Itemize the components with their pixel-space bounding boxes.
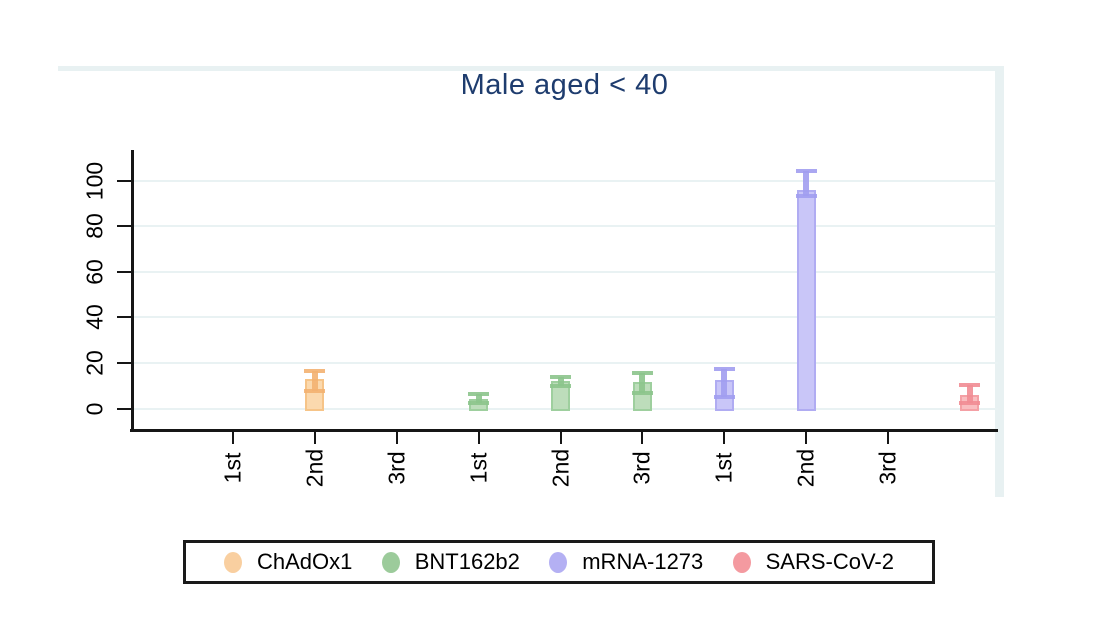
legend-item-SARS-CoV-2: SARS-CoV-2 (732, 549, 894, 575)
x-tick-label-7: 2nd (792, 448, 819, 488)
y-tick-label-60: 60 (81, 259, 108, 285)
x-tick-label-2: 3rd (383, 451, 410, 485)
y-tick-60 (117, 270, 131, 273)
y-axis-line (131, 150, 134, 432)
x-tick-label-5: 3rd (628, 451, 655, 485)
error-cap-low-ChAdOx1-2nd (304, 389, 326, 394)
x-tick-label-4: 2nd (547, 448, 573, 488)
x-tick-8 (887, 432, 889, 444)
graph-region-top-stripe (58, 66, 1004, 71)
error-cap-high-ChAdOx1-2nd (304, 368, 326, 373)
y-tick-label-100: 100 (81, 161, 108, 200)
legend-item-ChAdOx1: ChAdOx1 (224, 549, 352, 575)
gridline-y-100 (131, 179, 998, 182)
legend-label: SARS-CoV-2 (765, 549, 894, 574)
legend-item-mRNA-1273: mRNA-1273 (549, 549, 703, 575)
error-line-BNT162b2-3rd (639, 373, 646, 393)
y-tick-20 (117, 361, 131, 364)
x-tick-5 (641, 432, 644, 444)
error-cap-high-SARS-CoV-2-single (959, 382, 981, 387)
legend-item-BNT162b2: BNT162b2 (381, 549, 520, 575)
graph-region-right-stripe (995, 66, 1004, 497)
legend-box: ChAdOx1 BNT162b2 mRNA-1273 SARS-CoV-2 (183, 540, 935, 584)
x-tick-2 (395, 432, 398, 444)
error-line-mRNA-1273-2nd (803, 170, 810, 196)
error-cap-high-BNT162b2-1st (468, 391, 490, 396)
bar-mRNA-1273-2nd (796, 189, 816, 412)
y-tick-80 (117, 225, 131, 228)
y-tick-label-20: 20 (81, 350, 108, 376)
error-line-ChAdOx1-2nd (311, 370, 318, 392)
legend-label: mRNA-1273 (582, 549, 704, 574)
legend-swatch-icon (224, 551, 242, 573)
gridline-y-40 (131, 316, 998, 319)
legend-label: BNT162b2 (414, 549, 520, 574)
y-tick-40 (117, 316, 131, 319)
x-tick-label-6: 1st (710, 452, 737, 484)
x-tick-4 (559, 432, 562, 444)
gridline-y-80 (131, 225, 998, 228)
error-cap-low-mRNA-1273-2nd (795, 193, 817, 198)
legend-swatch-icon (381, 551, 400, 573)
error-line-SARS-CoV-2-single (966, 384, 973, 403)
error-cap-low-BNT162b2-2nd (550, 383, 571, 388)
x-tick-0 (232, 432, 234, 444)
x-tick-label-8: 3rd (874, 451, 901, 485)
legend-swatch-icon (732, 551, 751, 573)
error-line-BNT162b2-1st (475, 393, 482, 403)
error-cap-low-SARS-CoV-2-single (959, 400, 981, 405)
x-tick-label-0: 1st (219, 452, 246, 484)
x-tick-label-1: 2nd (301, 448, 328, 488)
error-cap-high-BNT162b2-3rd (631, 371, 653, 376)
y-tick-100 (117, 179, 131, 182)
error-cap-high-mRNA-1273-2nd (795, 168, 817, 173)
y-tick-label-80: 80 (81, 213, 108, 240)
gridline-y-60 (131, 270, 998, 273)
y-tick-label-40: 40 (81, 304, 108, 331)
legend-swatch-icon (549, 551, 568, 573)
x-axis-line (130, 429, 998, 432)
error-line-mRNA-1273-1st (721, 368, 728, 398)
x-tick-7 (805, 432, 808, 444)
error-line-BNT162b2-2nd (557, 376, 564, 386)
error-cap-high-mRNA-1273-1st (713, 366, 735, 371)
x-tick-label-3: 1st (465, 452, 492, 484)
error-cap-low-mRNA-1273-1st (713, 395, 735, 400)
error-cap-high-BNT162b2-2nd (550, 374, 571, 379)
x-tick-1 (313, 432, 316, 444)
x-tick-6 (723, 432, 726, 444)
x-tick-3 (477, 432, 480, 444)
y-tick-0 (117, 407, 131, 410)
error-cap-low-BNT162b2-3rd (631, 390, 653, 395)
error-cap-low-BNT162b2-1st (468, 400, 490, 405)
y-tick-label-0: 0 (81, 402, 108, 415)
legend-label: ChAdOx1 (257, 549, 353, 574)
gridline-y-20 (131, 361, 998, 364)
chart-title: Male aged < 40 (460, 69, 669, 101)
